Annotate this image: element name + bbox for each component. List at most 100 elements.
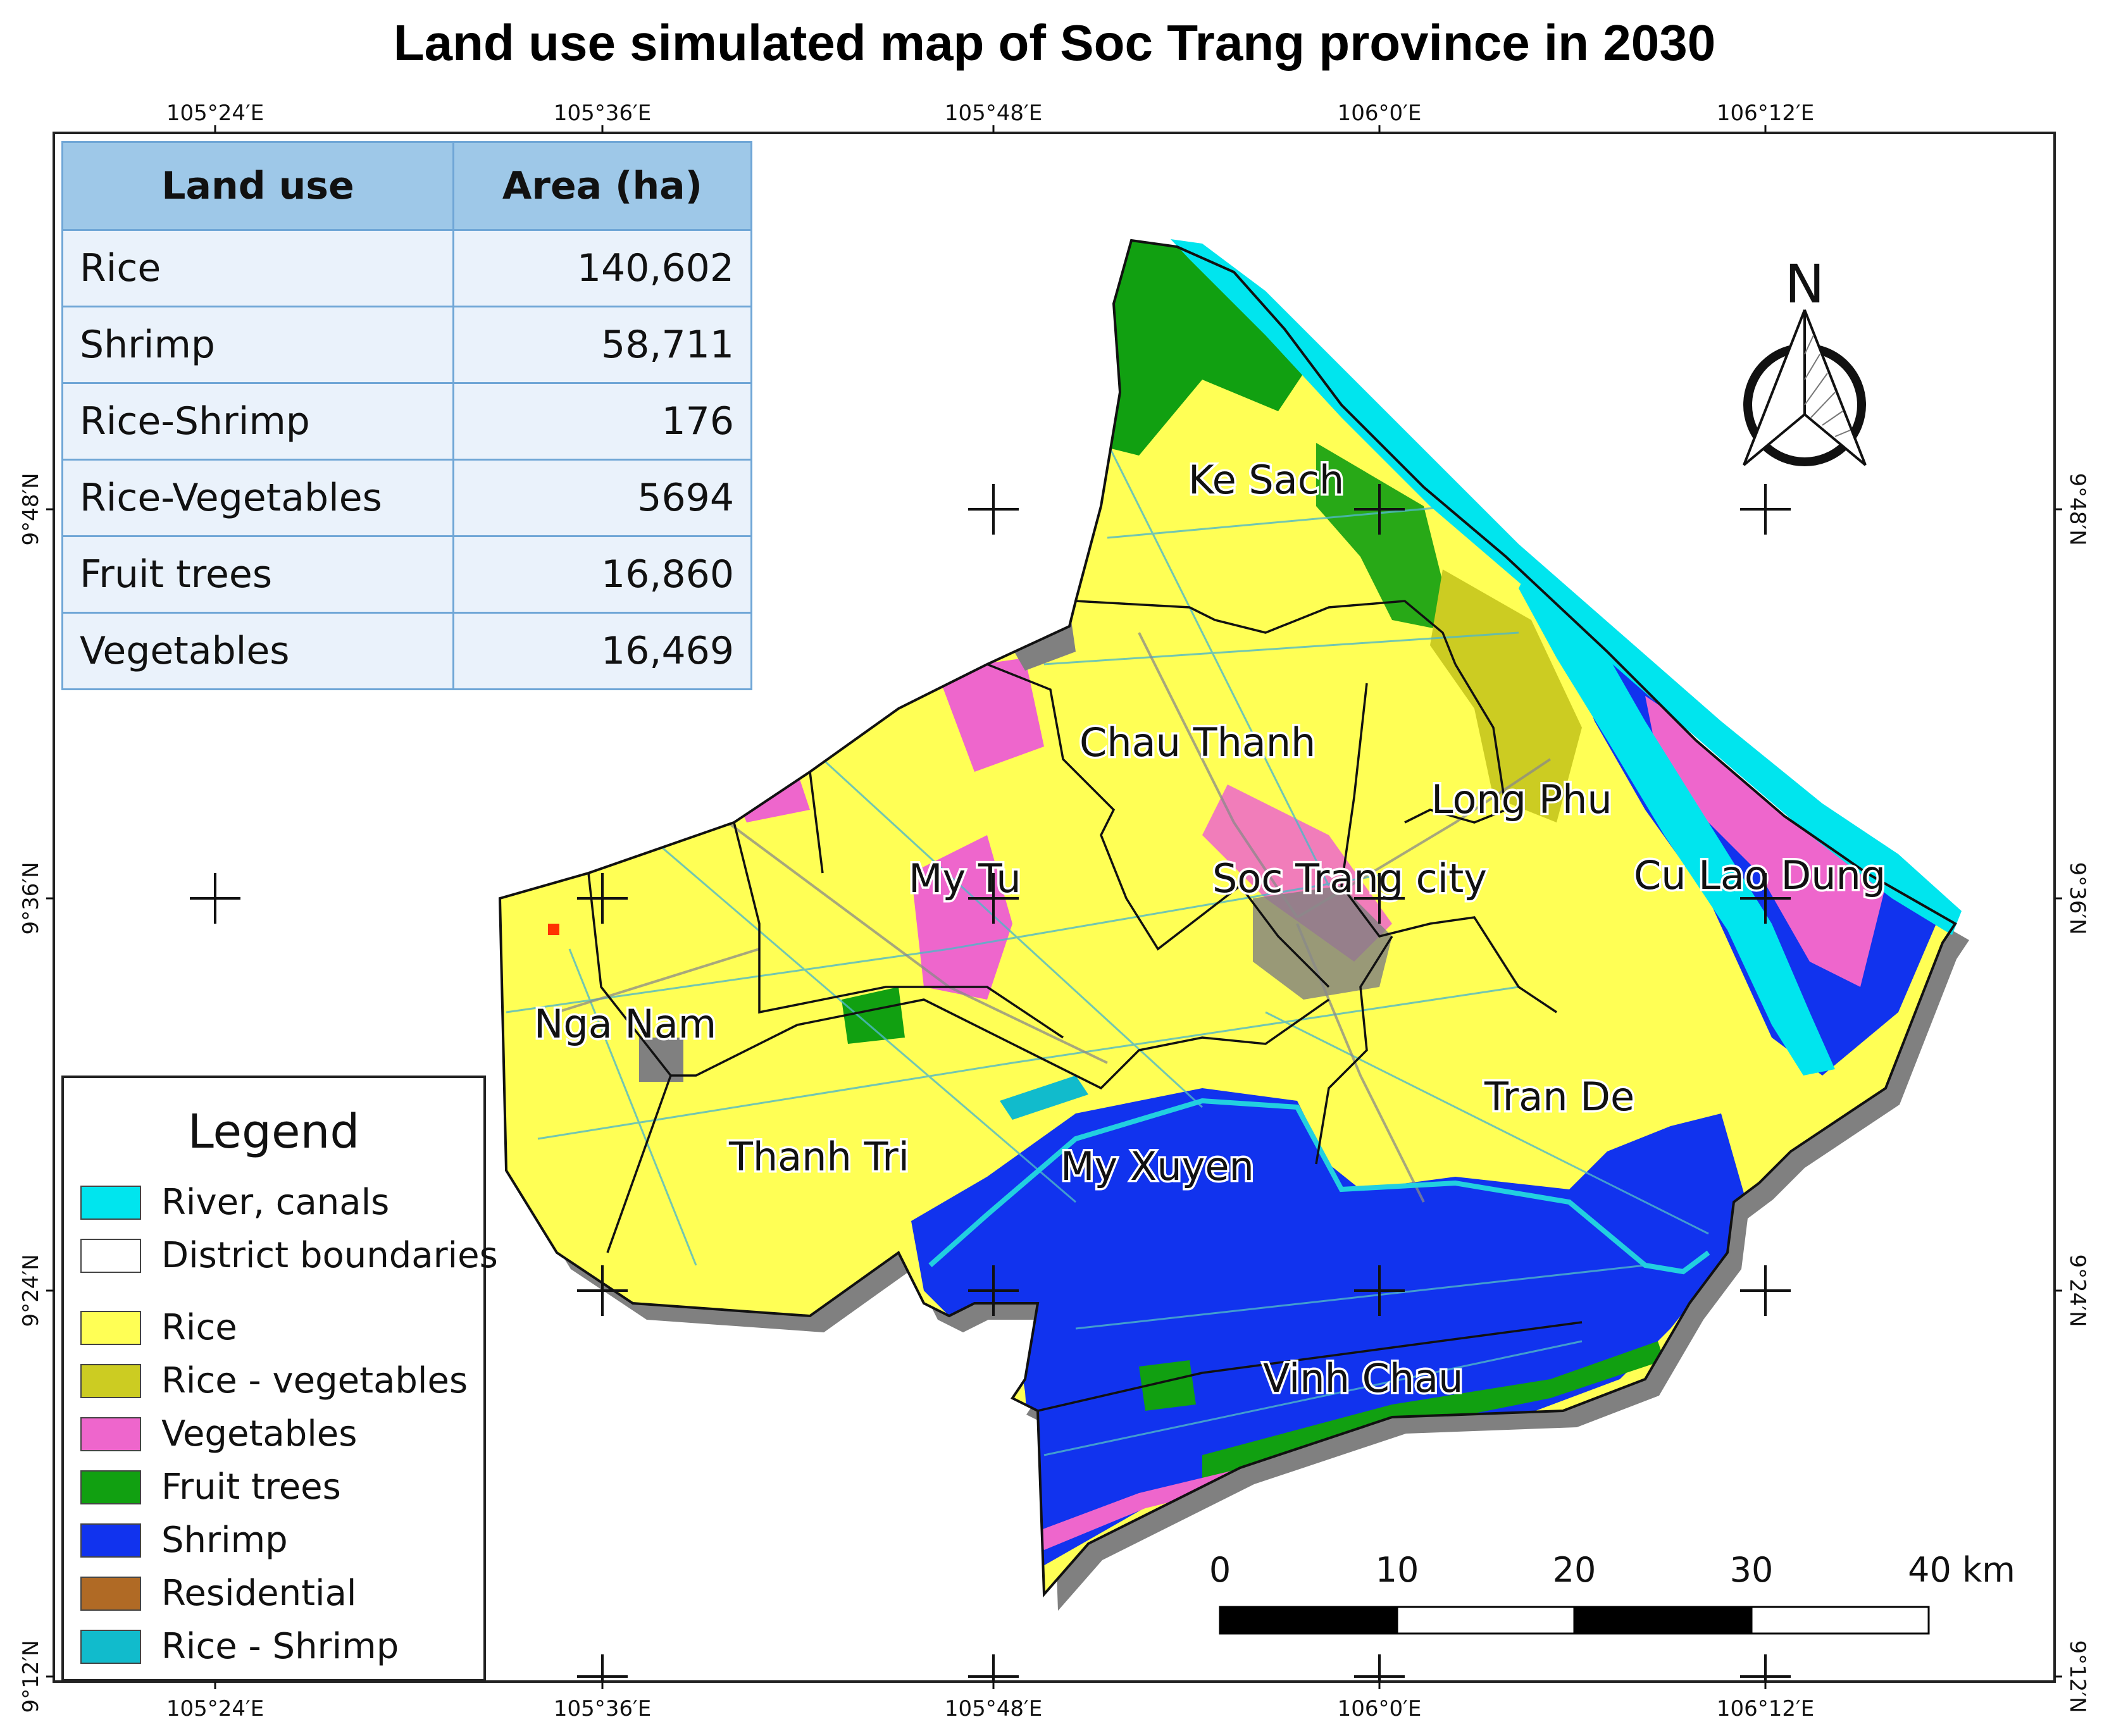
district-label-cu-lao-dung: Cu Lao Dung bbox=[1634, 852, 1886, 898]
scale-bar: 0 10 20 30 40 km bbox=[1209, 1550, 2015, 1635]
land-use-cell: Rice-Shrimp bbox=[61, 382, 454, 461]
vinh-chau-fruit-patch bbox=[1139, 1360, 1196, 1411]
district-label-my-tu: My Tu bbox=[909, 855, 1021, 902]
table-row: Rice-Vegetables 5694 bbox=[61, 459, 752, 537]
legend-label: Rice bbox=[161, 1307, 237, 1348]
rice-shrimp-sliver bbox=[1000, 1076, 1088, 1120]
district-label-my-xuyen: My Xuyen bbox=[1061, 1143, 1254, 1189]
district-label-thanh-tri: Thanh Tri bbox=[728, 1134, 909, 1180]
left-lat-label: 9°12′N bbox=[18, 1640, 44, 1713]
legend-label: Shrimp bbox=[161, 1520, 288, 1561]
legend-swatch bbox=[80, 1630, 141, 1664]
residential-spot bbox=[548, 924, 559, 935]
area-cell: 5694 bbox=[452, 459, 752, 537]
north-arrow-label: N bbox=[1785, 253, 1825, 315]
table-row: Vegetables 16,469 bbox=[61, 612, 752, 690]
bottom-lon-label: 106°12′E bbox=[1717, 1696, 1814, 1721]
column-header-area: Area (ha) bbox=[452, 141, 752, 231]
district-labels: Ke Sach Chau Thanh Long Phu Cu Lao Dung … bbox=[532, 455, 1888, 1404]
fruit-trees-kesach-east bbox=[1316, 443, 1455, 633]
district-boundaries bbox=[587, 600, 1583, 1412]
left-lat-label: 9°24′N bbox=[18, 1254, 44, 1327]
legend-label: River, canals bbox=[161, 1182, 390, 1223]
frame-ticks bbox=[46, 125, 2062, 1689]
table-row: Rice-Shrimp 176 bbox=[61, 382, 752, 461]
land-use-cell: Vegetables bbox=[61, 612, 454, 690]
fruit-trees-patch-mytu bbox=[842, 987, 905, 1044]
top-lon-label: 105°48′E bbox=[945, 101, 1042, 126]
district-label-ke-sach: Ke Sach bbox=[1188, 457, 1344, 503]
right-lat-label: 9°12′N bbox=[2065, 1640, 2090, 1713]
land-use-cell: Rice-Vegetables bbox=[61, 459, 454, 537]
land-use-cell: Shrimp bbox=[61, 306, 454, 384]
legend-swatch bbox=[80, 1364, 141, 1398]
area-cell: 16,469 bbox=[452, 612, 752, 690]
legend-label: Rice - vegetables bbox=[161, 1360, 468, 1401]
legend-label: District boundaries bbox=[161, 1235, 498, 1276]
map-legend: Legend River, canals District boundaries R… bbox=[61, 1076, 498, 1682]
fruit-trees-north bbox=[1088, 240, 1316, 456]
land-use-cell: Fruit trees bbox=[61, 535, 454, 614]
area-cell: 140,602 bbox=[452, 229, 752, 307]
left-lat-label: 9°36′N bbox=[18, 862, 44, 934]
bottom-lon-label: 106°0′E bbox=[1338, 1696, 1422, 1721]
bottom-lon-label: 105°48′E bbox=[945, 1696, 1042, 1721]
bottom-lon-label: 105°36′E bbox=[554, 1696, 651, 1721]
bottom-lon-label: 105°24′E bbox=[166, 1696, 264, 1721]
graticule-crosses bbox=[190, 484, 1791, 1682]
table-header-row: Land use Area (ha) bbox=[61, 141, 752, 231]
hau-river-lower bbox=[1519, 563, 1835, 1076]
land-use-area-table: Land use Area (ha) Rice 140,602 Shrimp 5… bbox=[61, 141, 752, 690]
scale-label: 40 km bbox=[1908, 1550, 2015, 1590]
legend-swatch bbox=[80, 1470, 141, 1504]
shrimp-south bbox=[911, 1088, 1746, 1569]
legend-title: Legend bbox=[187, 1105, 360, 1159]
table-row: Fruit trees 16,860 bbox=[61, 535, 752, 614]
scale-label: 10 bbox=[1376, 1550, 1419, 1590]
legend-swatch bbox=[80, 1311, 141, 1345]
top-lon-label: 106°0′E bbox=[1338, 101, 1422, 126]
scale-label: 30 bbox=[1730, 1550, 1774, 1590]
legend-swatch bbox=[80, 1523, 141, 1558]
right-lat-label: 9°36′N bbox=[2065, 862, 2090, 934]
legend-label: Residential bbox=[161, 1573, 357, 1614]
legend-swatch bbox=[80, 1417, 141, 1451]
legend-label: Vegetables bbox=[161, 1413, 358, 1454]
table-row: Rice 140,602 bbox=[61, 229, 752, 307]
column-header-land-use: Land use bbox=[61, 141, 454, 231]
my-thanh-river bbox=[928, 1098, 1710, 1275]
map-title: Land use simulated map of Soc Trang prov… bbox=[393, 15, 1716, 71]
vegetables-patch-mytu bbox=[911, 835, 1012, 1000]
table-row: Shrimp 58,711 bbox=[61, 306, 752, 384]
land-use-cell: Rice bbox=[61, 229, 454, 307]
legend-label: Fruit trees bbox=[161, 1466, 341, 1508]
district-label-vinh-chau: Vinh Chau bbox=[1263, 1355, 1463, 1401]
left-lat-label: 9°48′N bbox=[18, 473, 44, 545]
scale-label: 0 bbox=[1209, 1550, 1231, 1590]
cu-lao-dung-vegetables bbox=[1645, 696, 1886, 987]
legend-swatch bbox=[80, 1239, 141, 1273]
vegetables-patch-west bbox=[728, 753, 810, 822]
district-label-chau-thanh: Chau Thanh bbox=[1079, 719, 1316, 766]
district-label-tran-de: Tran De bbox=[1484, 1074, 1634, 1120]
rice-vegetables-area bbox=[1430, 569, 1582, 822]
right-lat-label: 9°24′N bbox=[2065, 1254, 2090, 1327]
map-frame bbox=[53, 132, 2056, 1683]
vegetables-patch-north bbox=[936, 658, 1044, 772]
legend-swatch bbox=[80, 1577, 141, 1611]
area-cell: 16,860 bbox=[452, 535, 752, 614]
district-label-soc-trang-city: Soc Trang city bbox=[1212, 855, 1487, 902]
top-lon-label: 105°24′E bbox=[166, 101, 264, 126]
legend-label: Rice - Shrimp bbox=[161, 1626, 399, 1667]
top-lon-label: 105°36′E bbox=[554, 101, 651, 126]
area-cell: 58,711 bbox=[452, 306, 752, 384]
urban-soc-trang-city bbox=[1253, 886, 1392, 1000]
district-label-long-phu: Long Phu bbox=[1431, 776, 1612, 822]
graticule-labels: 105°24′E 105°36′E 105°48′E 106°0′E 106°1… bbox=[18, 101, 2090, 1721]
hau-river bbox=[1171, 239, 1962, 935]
right-lat-label: 9°48′N bbox=[2065, 473, 2090, 545]
scale-label: 20 bbox=[1553, 1550, 1596, 1590]
north-arrow-icon: N bbox=[1743, 253, 1867, 466]
top-lon-label: 106°12′E bbox=[1717, 101, 1814, 126]
district-label-nga-nam: Nga Nam bbox=[534, 1001, 716, 1047]
